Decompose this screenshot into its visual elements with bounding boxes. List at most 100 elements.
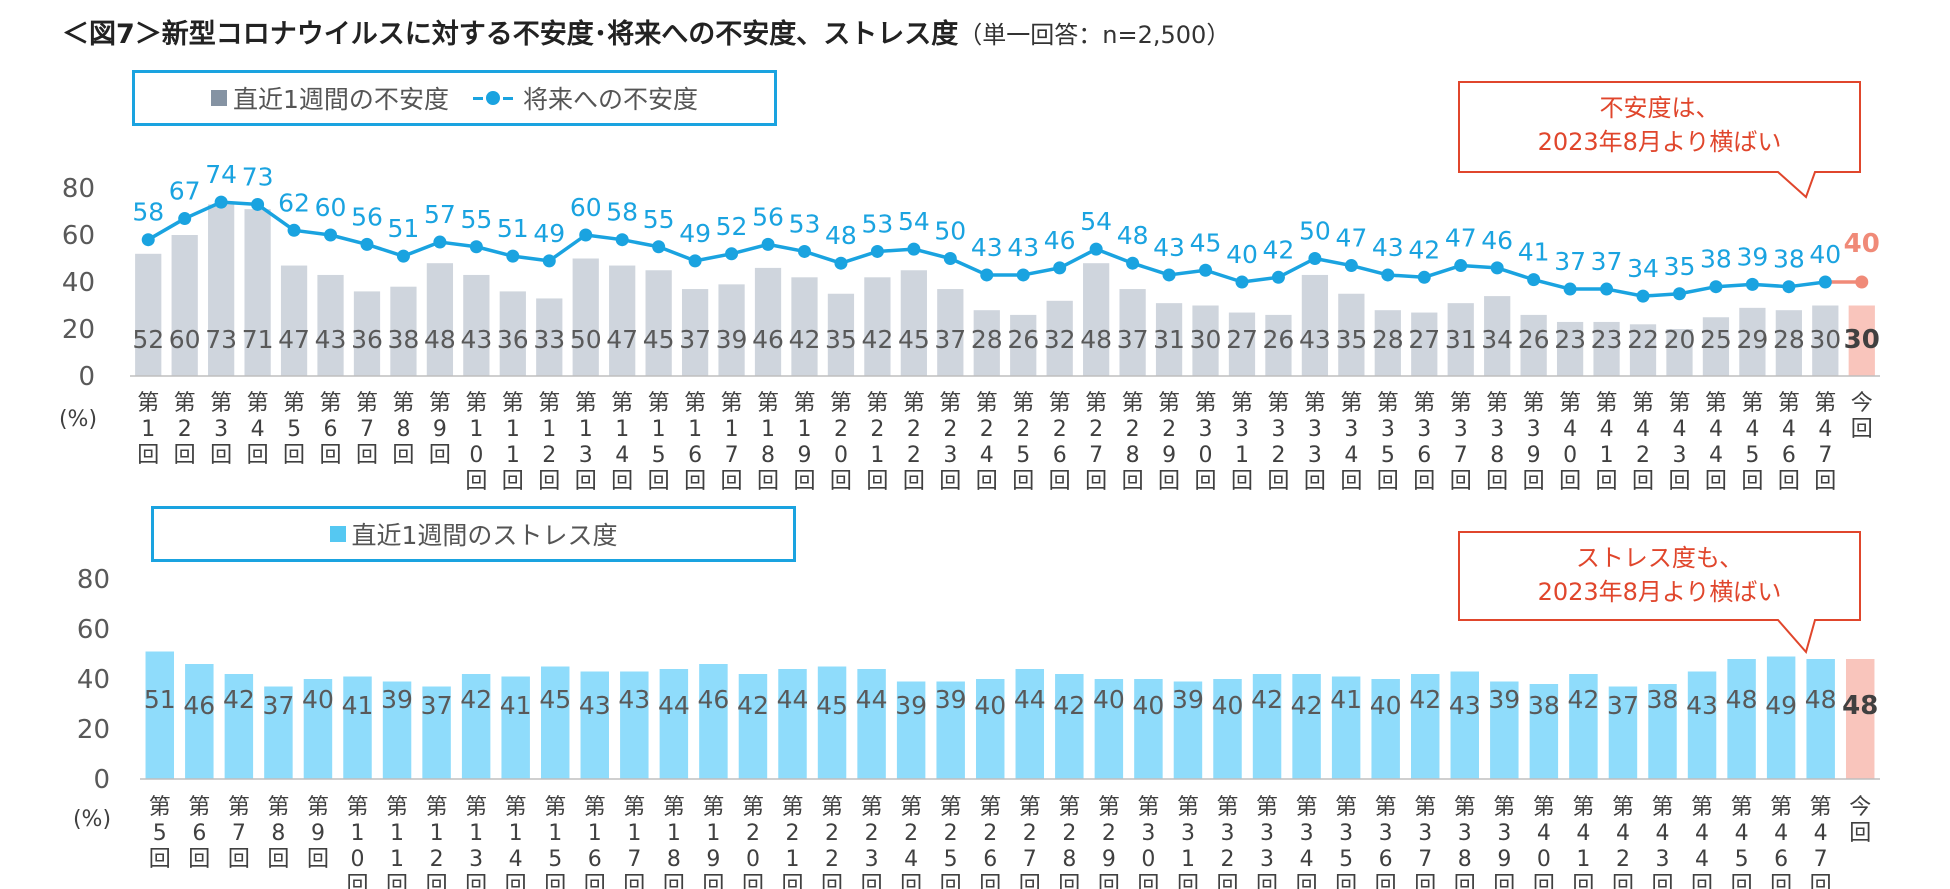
category-label-top-16-2: 7 — [725, 443, 739, 468]
anxiety-bar-17 — [754, 267, 782, 376]
category-label-bottom-31-2: 6 — [1379, 847, 1393, 872]
stress-bar-16 — [778, 669, 807, 779]
anxiety-bar-label-27: 37 — [1117, 325, 1149, 354]
stress-bar-38 — [1648, 684, 1677, 779]
category-label-bottom-35-0: 第 — [1533, 795, 1555, 820]
category-label-bottom-20-3: 回 — [940, 873, 962, 889]
category-label-bottom-37-1: 4 — [1616, 821, 1630, 846]
callout-stress-line-1: 2023年8月より横ばい — [1538, 578, 1782, 606]
category-label-bottom-12-2: 7 — [627, 847, 641, 872]
category-label-top-11-0: 第 — [538, 391, 560, 416]
category-label-bottom-9-0: 第 — [505, 795, 527, 820]
category-label-bottom-20-0: 第 — [940, 795, 962, 820]
future-anxiety-label-20: 53 — [861, 209, 893, 238]
anxiety-bar-label-4: 47 — [278, 325, 310, 354]
anxiety-bar-27 — [1119, 289, 1146, 376]
category-label-bottom-29-2: 4 — [1300, 847, 1314, 872]
future-anxiety-point-13 — [615, 233, 629, 247]
legend-item-future-anxiety: 将来への不安度 — [472, 80, 698, 116]
category-label-bottom-3-0: 第 — [267, 795, 289, 820]
future-anxiety-point-2 — [214, 195, 228, 209]
future-anxiety-label-4: 62 — [278, 188, 310, 217]
future-anxiety-point-20 — [870, 244, 884, 258]
category-label-top-32-0: 第 — [1304, 391, 1326, 416]
category-label-top-18-3: 回 — [793, 469, 815, 494]
future-anxiety-point-33 — [1344, 259, 1358, 273]
anxiety-bar-34 — [1374, 310, 1401, 376]
category-label-top-26-1: 2 — [1089, 417, 1103, 442]
category-label-bottom-32-0: 第 — [1414, 795, 1436, 820]
category-label-top-2-2: 回 — [210, 443, 232, 468]
category-label-bottom-16-1: 2 — [786, 821, 800, 846]
category-label-bottom-42-2: 7 — [1814, 847, 1828, 872]
category-label-top-31-2: 2 — [1271, 443, 1285, 468]
anxiety-bar-label-2: 73 — [205, 325, 237, 354]
category-label-top-45-2: 6 — [1782, 443, 1796, 468]
category-label-bottom-26-3: 回 — [1177, 873, 1199, 889]
anxiety-bar-37 — [1484, 296, 1511, 376]
stress-bar-41 — [1766, 656, 1796, 779]
category-label-bottom-11-0: 第 — [584, 795, 606, 820]
future-anxiety-label-41: 34 — [1627, 254, 1659, 283]
stress-bar-27 — [1213, 679, 1242, 779]
category-label-bottom-23-3: 回 — [1058, 873, 1080, 889]
category-label-top-34-2: 5 — [1381, 443, 1395, 468]
anxiety-bar-21 — [900, 270, 927, 376]
category-label-top-32-2: 3 — [1308, 443, 1322, 468]
category-label-top-46-1: 4 — [1818, 417, 1832, 442]
stress-bar-1 — [185, 664, 214, 779]
category-label-top-21-0: 第 — [903, 391, 925, 416]
future-anxiety-point-22 — [943, 252, 957, 265]
category-label-bottom-6-0: 第 — [386, 795, 408, 820]
category-label-top-20-0: 第 — [866, 391, 888, 416]
category-label-top-6-2: 回 — [356, 443, 378, 468]
stress-bar-label-8: 42 — [460, 685, 492, 714]
category-label-top-33-0: 第 — [1340, 391, 1362, 416]
category-label-top-24-3: 回 — [1012, 469, 1034, 494]
y-tick-top-2: 40 — [62, 268, 95, 298]
category-label-top-42-0: 第 — [1668, 391, 1690, 416]
category-label-top-46-3: 回 — [1814, 469, 1836, 494]
category-label-top-43-0: 第 — [1705, 391, 1727, 416]
category-label-top-26-2: 7 — [1089, 443, 1103, 468]
anxiety-bar-40 — [1593, 321, 1620, 376]
chart-title: ＜図7＞新型コロナウイルスに対する不安度･将来への不安度、ストレス度（単一回答：… — [62, 12, 1230, 51]
category-label-bottom-34-0: 第 — [1493, 795, 1515, 820]
category-label-bottom-33-0: 第 — [1454, 795, 1476, 820]
category-label-top-9-1: 1 — [469, 417, 483, 442]
category-label-top-23-3: 回 — [976, 469, 998, 494]
legend-bar-swatch — [329, 526, 346, 542]
category-label-top-13-1: 1 — [615, 417, 629, 442]
category-label-bottom-36-1: 4 — [1576, 821, 1590, 846]
category-label-bottom-28-2: 3 — [1260, 847, 1274, 872]
category-label-bottom-42-0: 第 — [1810, 795, 1832, 820]
category-label-top-27-2: 8 — [1126, 443, 1140, 468]
stress-bar-3 — [264, 686, 293, 779]
category-label-top-33-3: 回 — [1340, 469, 1362, 494]
anxiety-bar-6 — [353, 291, 381, 376]
legend-bar-swatch — [211, 90, 228, 106]
future-anxiety-point-32 — [1308, 252, 1322, 265]
stress-bar-34 — [1490, 681, 1519, 779]
y-tick-bottom-0: 0 — [93, 765, 110, 795]
category-label-top-7-1: 8 — [396, 417, 410, 442]
category-label-top-23-1: 2 — [980, 417, 994, 442]
category-label-bottom-24-3: 回 — [1098, 873, 1120, 889]
stress-bar-label-7: 37 — [421, 691, 453, 720]
y-tick-bottom-3: 60 — [77, 615, 110, 645]
future-anxiety-point-47 — [1855, 275, 1869, 289]
category-label-top-41-0: 第 — [1632, 391, 1654, 416]
stress-bar-label-22: 44 — [1014, 685, 1046, 714]
stress-bar-label-14: 46 — [698, 685, 730, 714]
anxiety-bar-42 — [1666, 329, 1693, 376]
category-label-bottom-41-0: 第 — [1770, 795, 1792, 820]
category-label-top-6-0: 第 — [356, 391, 378, 416]
category-label-top-25-3: 回 — [1049, 469, 1071, 494]
category-label-bottom-0-0: 第 — [149, 795, 171, 820]
future-anxiety-point-3 — [251, 197, 265, 211]
category-label-bottom-37-0: 第 — [1612, 795, 1634, 820]
anxiety-bar-label-21: 45 — [898, 325, 930, 354]
category-label-top-25-2: 6 — [1053, 443, 1067, 468]
category-label-bottom-11-3: 回 — [584, 873, 606, 889]
category-label-bottom-40-1: 4 — [1735, 821, 1749, 846]
